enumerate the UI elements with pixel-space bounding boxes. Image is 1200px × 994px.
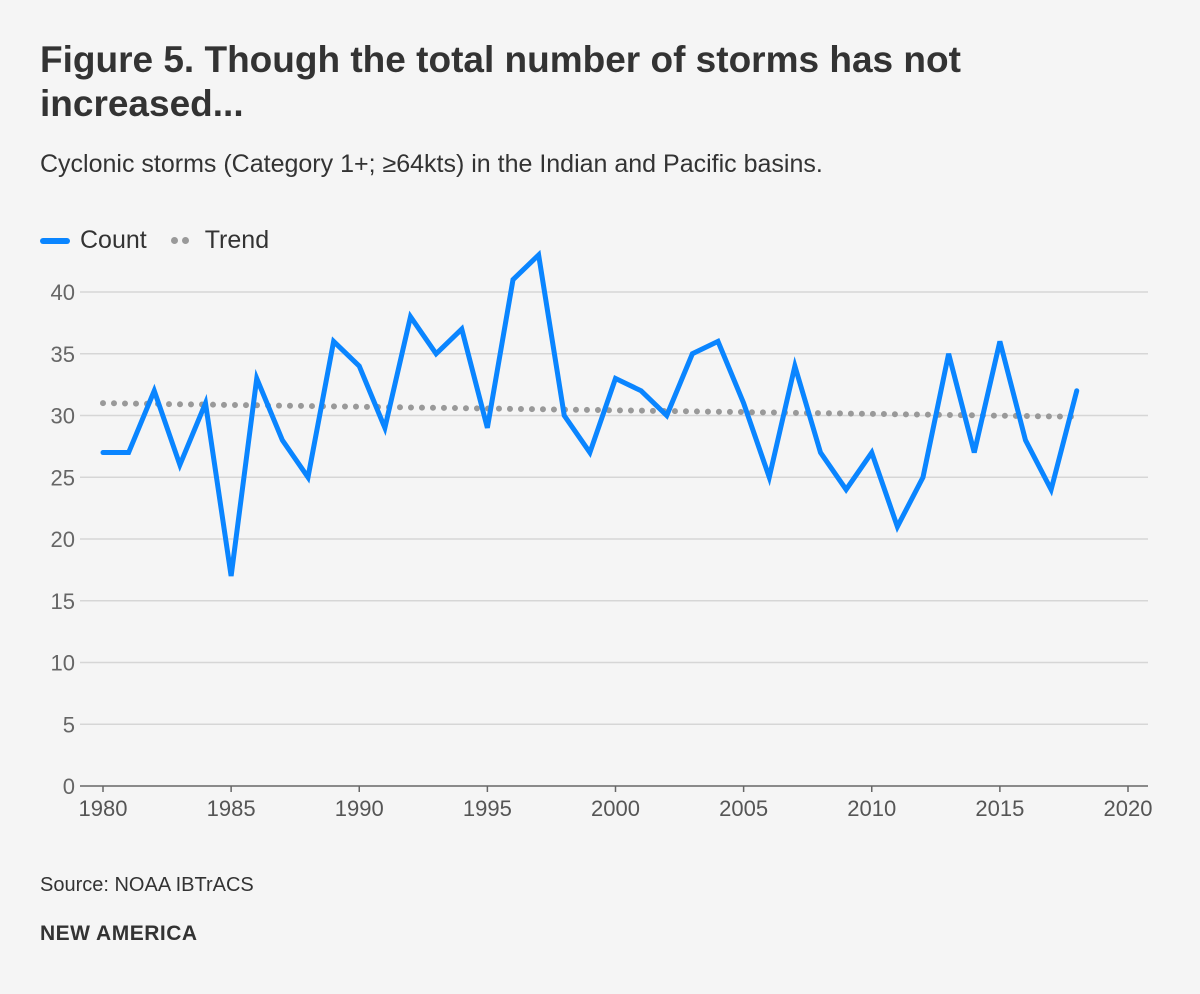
y-tick-label: 20 [51,527,75,552]
legend-trend-swatch [170,237,189,244]
y-tick-label: 5 [63,712,75,737]
brand-logo: NEW AMERICA [40,922,198,945]
legend-trend-label: Trend [204,226,270,254]
y-tick-label: 0 [63,774,75,799]
x-tick-label: 2005 [719,796,768,821]
chart-title: Figure 5. Though the total number of sto… [40,39,961,124]
chart-subtitle: Cyclonic storms (Category 1+; ≥64kts) in… [40,150,823,178]
x-tick-label: 2020 [1104,796,1153,821]
x-tick-label: 1990 [335,796,384,821]
legend: Count Trend [40,226,269,255]
x-tick-label: 2015 [975,796,1024,821]
y-tick-label: 25 [51,465,75,490]
source-note: Source: NOAA IBTrACS [40,874,254,896]
trend-line [100,400,1080,420]
count-line [100,249,1080,577]
x-tick-label: 2000 [591,796,640,821]
x-tick-label: 1980 [79,796,128,821]
y-tick-label: 40 [51,280,75,305]
y-tick-label: 10 [51,651,75,676]
y-tick-label: 35 [51,342,75,367]
y-tick-label: 30 [51,404,75,429]
x-tick-label: 1985 [207,796,256,821]
legend-count-label: Count [80,226,147,254]
y-tick-label: 15 [51,589,75,614]
x-tick-label: 1995 [463,796,512,821]
x-tick-label: 2010 [847,796,896,821]
legend-count-swatch [40,237,70,244]
